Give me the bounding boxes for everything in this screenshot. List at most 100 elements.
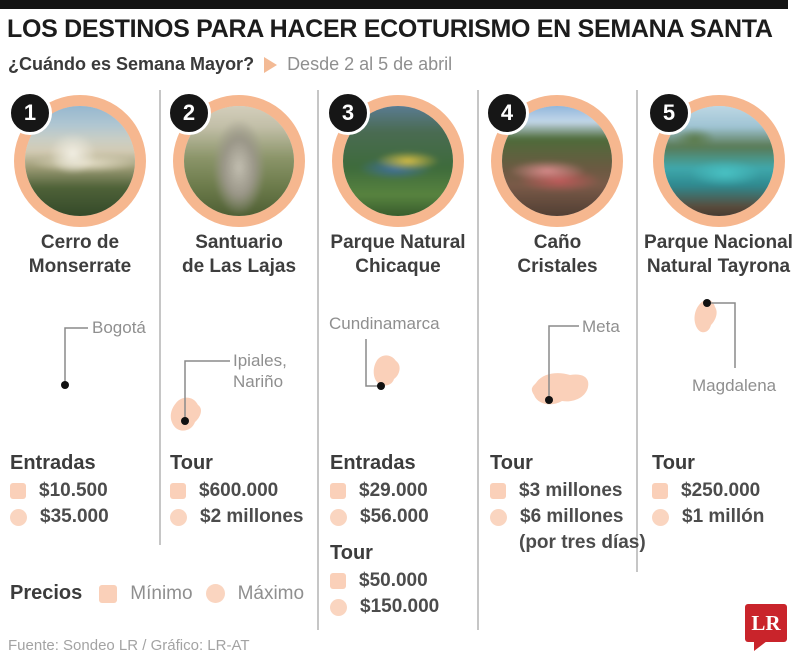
price-block: Entradas $10.500 $35.000: [10, 452, 155, 532]
map-area-bogota: Bogotá: [0, 295, 160, 457]
min-swatch-icon: [330, 573, 346, 589]
location-line: Nariño: [233, 372, 284, 391]
price-row-min: $3 millones: [490, 480, 635, 502]
min-swatch-icon: [170, 483, 186, 499]
price-heading: Tour: [330, 542, 373, 564]
min-swatch-icon: [490, 483, 506, 499]
destination-name: Santuario de Las Lajas: [160, 231, 318, 279]
price-row-min: $250.000: [652, 480, 797, 502]
map-dot: [377, 382, 385, 390]
map-area-cundinamarca: Cundinamarca: [318, 295, 478, 457]
price-max: $1 millón: [682, 506, 765, 527]
destination-name: Parque Nacional Natural Tayrona: [637, 231, 800, 279]
price-note: (por tres días): [519, 532, 646, 553]
map-dot: [703, 299, 711, 307]
arrow-right-icon: [264, 56, 278, 73]
price-min: $50.000: [359, 570, 428, 591]
location-label: Ipiales, Nariño: [233, 350, 287, 392]
legend-max-swatch-icon: [205, 584, 225, 603]
price-row-max: $56.000: [330, 506, 475, 528]
min-swatch-icon: [330, 483, 346, 499]
price-block: Tour $3 millones $6 millones (por tres d…: [490, 452, 646, 554]
source-credit: Fuente: Sondeo LR / Gráfico: LR-AT: [8, 637, 250, 654]
map-graphic: [365, 339, 400, 390]
price-min: $3 millones: [519, 480, 623, 501]
location-label: Meta: [582, 317, 620, 336]
map-dot: [545, 396, 553, 404]
min-swatch-icon: [10, 483, 26, 499]
price-min: $250.000: [681, 480, 761, 501]
map-graphic: [531, 325, 589, 405]
destination-photo-las-lajas: [173, 95, 305, 227]
price-legend: Precios Mínimo Máximo: [10, 582, 304, 605]
price-block: Tour $600.000 $2 millones: [170, 452, 313, 532]
legend-min-label: Mínimo: [130, 582, 193, 604]
map-graphic: [694, 299, 736, 368]
price-heading: Entradas: [10, 452, 96, 474]
price-heading: Tour: [652, 452, 695, 474]
price-max: $150.000: [360, 596, 440, 617]
name-line: Caño: [533, 232, 582, 253]
location-label: Magdalena: [692, 376, 777, 395]
rank-number: 3: [341, 100, 355, 125]
legend-max-label: Máximo: [237, 582, 305, 604]
name-line: Chicaque: [355, 256, 441, 277]
lr-logo-text: LR: [751, 610, 781, 635]
location-line: Ipiales,: [233, 351, 287, 370]
name-line: Parque Nacional: [644, 232, 793, 253]
price-row-min: $600.000: [170, 480, 313, 502]
price-min: $600.000: [199, 480, 279, 501]
price-min: $29.000: [359, 480, 428, 501]
name-line: Monserrate: [28, 256, 132, 277]
subtitle-row: ¿Cuándo es Semana Mayor? Desde 2 al 5 de…: [8, 54, 452, 75]
name-line: de Las Lajas: [181, 256, 297, 277]
name-line: Parque Natural: [330, 232, 466, 253]
meta-department-shape: [531, 373, 589, 405]
name-line: Santuario: [195, 232, 283, 253]
narino-department-shape: [170, 397, 202, 431]
price-row-min: $50.000: [330, 570, 475, 592]
leader-line: [184, 360, 230, 421]
magdalena-department-shape: [694, 299, 717, 333]
column-divider: [636, 90, 638, 572]
map-dot: [181, 417, 189, 425]
rank-badge: 1: [8, 91, 52, 135]
cundinamarca-department-shape: [373, 355, 400, 386]
legend-min-swatch-icon: [99, 584, 118, 603]
max-swatch-icon: [170, 508, 187, 526]
location-label: Bogotá: [92, 318, 146, 337]
price-max: $2 millones: [200, 506, 304, 527]
price-block: Entradas $29.000 $56.000 Tour $50.000 $1…: [330, 452, 475, 622]
map-area-magdalena: Magdalena: [637, 295, 800, 457]
max-swatch-icon: [10, 508, 27, 526]
name-line: Natural Tayrona: [646, 256, 791, 277]
top-rule: [0, 0, 788, 9]
rank-badge: 4: [485, 91, 529, 135]
location-label: Cundinamarca: [329, 314, 440, 333]
price-max: $35.000: [40, 506, 109, 527]
price-section-tour: Tour $50.000 $150.000: [330, 542, 475, 618]
price-block: Tour $250.000 $1 millón: [652, 452, 797, 532]
price-heading: Tour: [490, 452, 533, 474]
price-row-min: $29.000: [330, 480, 475, 502]
destination-name: Parque Natural Chicaque: [318, 231, 478, 279]
price-heading: Entradas: [330, 452, 416, 474]
column-divider: [159, 90, 161, 545]
leader-line: [548, 325, 579, 400]
rank-number: 5: [662, 100, 676, 125]
price-row-max: $150.000: [330, 596, 475, 618]
name-line: Cerro de: [40, 232, 120, 253]
column-divider: [317, 90, 319, 630]
rank-badge: 3: [326, 91, 370, 135]
leader-line: [64, 327, 88, 385]
price-row-max: $2 millones: [170, 506, 313, 528]
rank-number: 2: [182, 100, 196, 125]
destination-name: Caño Cristales: [478, 231, 637, 279]
leader-line: [365, 339, 380, 387]
subtitle-question: ¿Cuándo es Semana Mayor?: [8, 54, 255, 74]
price-max: $6 millones: [520, 506, 624, 527]
rank-badge: 2: [167, 91, 211, 135]
max-swatch-icon: [330, 508, 347, 526]
max-swatch-icon: [652, 508, 669, 526]
